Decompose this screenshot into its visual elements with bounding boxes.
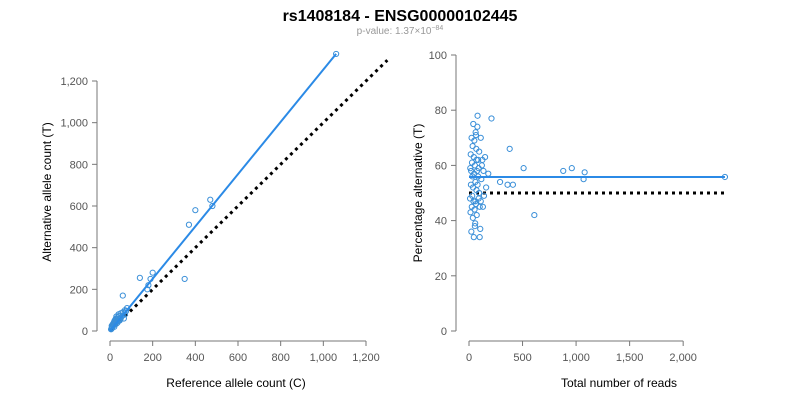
data-point bbox=[469, 214, 476, 221]
data-point bbox=[468, 228, 475, 235]
data-point bbox=[560, 167, 567, 175]
data-point bbox=[149, 269, 156, 276]
data-point bbox=[470, 234, 477, 241]
data-point bbox=[474, 123, 481, 130]
y-tick-label: 1,200 bbox=[60, 76, 88, 88]
data-point bbox=[483, 184, 490, 191]
data-point bbox=[467, 209, 474, 216]
data-point bbox=[568, 165, 575, 172]
data-point bbox=[472, 129, 479, 136]
data-point bbox=[476, 234, 483, 241]
data-point bbox=[477, 134, 484, 141]
data-point bbox=[181, 275, 188, 283]
data-point bbox=[472, 198, 479, 205]
y-axis-label: Percentage alternative (T) bbox=[411, 124, 425, 263]
reference-line bbox=[108, 59, 389, 333]
data-point bbox=[119, 292, 126, 299]
x-axis-label: Reference allele count (C) bbox=[166, 376, 305, 390]
y-tick-label: 60 bbox=[435, 160, 447, 172]
y-tick-label: 20 bbox=[435, 271, 447, 283]
data-point bbox=[122, 308, 130, 315]
x-tick-label: 600 bbox=[229, 352, 247, 364]
pvalue-prefix: p-value: 1.37×10 bbox=[357, 26, 432, 37]
x-tick-label: 500 bbox=[513, 352, 531, 364]
data-point bbox=[333, 50, 340, 58]
data-point bbox=[466, 195, 474, 202]
y-tick-label: 40 bbox=[435, 216, 447, 228]
x-tick-label: 200 bbox=[143, 352, 161, 364]
data-point bbox=[207, 196, 214, 203]
y-axis-label: Alternative allele count (T) bbox=[40, 122, 54, 261]
data-point bbox=[467, 165, 474, 172]
data-point bbox=[476, 189, 483, 197]
x-tick-label: 1,500 bbox=[616, 352, 644, 364]
y-tick-label: 400 bbox=[70, 243, 88, 255]
y-tick-label: 600 bbox=[70, 201, 88, 213]
data-point bbox=[474, 181, 481, 188]
data-point bbox=[185, 221, 193, 228]
x-tick-label: 0 bbox=[107, 352, 113, 364]
data-point bbox=[485, 170, 492, 177]
x-tick-label: 800 bbox=[271, 352, 289, 364]
chart-title: rs1408184 - ENSG00000102445 bbox=[283, 8, 518, 25]
data-point bbox=[467, 181, 475, 188]
data-point bbox=[531, 211, 538, 219]
y-tick-label: 200 bbox=[70, 284, 88, 296]
data-point bbox=[472, 220, 479, 227]
data-point bbox=[469, 142, 476, 150]
data-point bbox=[488, 115, 495, 122]
x-tick-label: 400 bbox=[186, 352, 204, 364]
x-axis-label: Total number of reads bbox=[561, 376, 677, 390]
y-tick-label: 0 bbox=[82, 326, 88, 338]
fit-line bbox=[109, 53, 337, 332]
data-point bbox=[467, 151, 474, 158]
data-point bbox=[520, 165, 527, 172]
y-tick-label: 0 bbox=[441, 326, 447, 338]
data-point bbox=[473, 156, 480, 163]
data-point bbox=[468, 167, 475, 175]
data-point bbox=[479, 156, 486, 163]
data-point bbox=[468, 134, 475, 141]
data-point bbox=[509, 181, 517, 188]
data-point bbox=[470, 120, 477, 128]
percentage-alternative-scatter-panel: Total number of reads Percentage alterna… bbox=[411, 50, 729, 390]
data-point bbox=[581, 169, 588, 176]
data-point bbox=[474, 112, 481, 119]
x-tick-label: 1,200 bbox=[352, 352, 380, 364]
y-tick-label: 100 bbox=[429, 50, 447, 62]
y-tick-label: 80 bbox=[435, 105, 447, 117]
data-point bbox=[504, 181, 511, 188]
data-point bbox=[476, 203, 483, 210]
data-point bbox=[468, 159, 476, 166]
y-tick-label: 1,000 bbox=[60, 118, 88, 130]
data-point bbox=[472, 131, 480, 139]
chart-subtitle-pvalue: p-value: 1.37×10−84 bbox=[357, 25, 444, 37]
x-tick-label: 1,000 bbox=[562, 352, 590, 364]
allele-count-scatter-panel: Reference allele count (C) Alternative a… bbox=[40, 50, 389, 390]
x-tick-label: 2,000 bbox=[669, 352, 697, 364]
data-point bbox=[468, 203, 475, 210]
data-point bbox=[209, 202, 216, 210]
x-tick-label: 1,000 bbox=[310, 352, 338, 364]
data-point bbox=[506, 145, 513, 152]
data-point bbox=[496, 178, 504, 186]
data-point bbox=[475, 165, 482, 172]
data-point bbox=[192, 207, 199, 214]
data-point bbox=[480, 167, 487, 175]
pvalue-exponent: −84 bbox=[431, 25, 443, 32]
data-point bbox=[471, 223, 478, 230]
y-tick-label: 800 bbox=[70, 159, 88, 171]
x-tick-label: 0 bbox=[466, 352, 472, 364]
data-point bbox=[136, 274, 143, 281]
data-point bbox=[479, 203, 487, 210]
data-point bbox=[477, 225, 484, 232]
data-point bbox=[480, 192, 488, 199]
